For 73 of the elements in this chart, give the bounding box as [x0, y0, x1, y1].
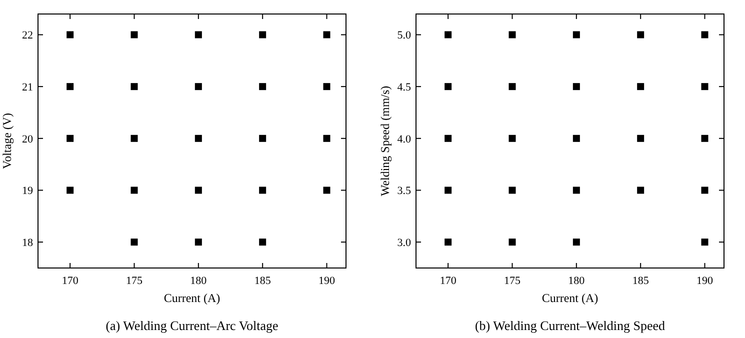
- point: [637, 134, 644, 142]
- point: [194, 238, 202, 246]
- point: [130, 186, 138, 194]
- y-tick-label: 19: [22, 185, 34, 198]
- x-tick-label: 175: [126, 275, 143, 287]
- point: [444, 238, 452, 246]
- x-tick-label: 180: [568, 275, 586, 287]
- point: [701, 186, 708, 194]
- point: [130, 83, 138, 90]
- point: [508, 238, 516, 246]
- point: [66, 31, 74, 38]
- y-tick-label: 4.5: [397, 82, 412, 94]
- point: [130, 238, 138, 246]
- point: [66, 186, 74, 194]
- x-tick-label: 185: [254, 275, 272, 287]
- point: [508, 31, 516, 38]
- point: [259, 238, 266, 246]
- x-tick-label: 170: [62, 275, 79, 287]
- x-tick-label: 185: [632, 275, 650, 287]
- point: [701, 238, 708, 246]
- point: [572, 134, 580, 142]
- point: [572, 83, 580, 90]
- y-axis-title: Welding Speed (mm/s): [378, 86, 392, 196]
- text: (a) Welding Current–Arc Voltage: [106, 318, 279, 333]
- y-tick-label: 20: [22, 133, 34, 146]
- x-axis-title: Current (A): [542, 291, 598, 305]
- point: [259, 134, 266, 142]
- x-axis-title: Current (A): [164, 291, 220, 305]
- x-tick-label: 190: [318, 275, 336, 287]
- point: [323, 186, 330, 194]
- text: (b) Welding Current–Welding Speed: [474, 318, 666, 333]
- x-tick-label: 190: [696, 275, 714, 287]
- point: [508, 186, 516, 194]
- x-tick-label: 175: [504, 275, 521, 287]
- point: [259, 83, 266, 90]
- point: [508, 134, 516, 142]
- point: [259, 186, 266, 194]
- x-tick-label: 170: [440, 275, 457, 287]
- x-tick-label: 180: [190, 275, 208, 287]
- point: [323, 31, 330, 38]
- y-tick-label: 4.0: [397, 133, 412, 146]
- point: [572, 31, 580, 38]
- point: [444, 186, 452, 194]
- point: [637, 186, 644, 194]
- point: [194, 186, 202, 194]
- y-tick-label: 3.5: [397, 185, 412, 198]
- point: [194, 83, 202, 90]
- point: [130, 134, 138, 142]
- point: [130, 31, 138, 38]
- point: [572, 186, 580, 194]
- point: [637, 31, 644, 38]
- y-tick-label: 18: [22, 237, 34, 250]
- point: [572, 238, 580, 246]
- point: [66, 83, 74, 90]
- point: [444, 134, 452, 142]
- y-tick-label: 3.0: [397, 237, 412, 250]
- y-axis-title: Voltage (V): [0, 112, 14, 170]
- point: [637, 83, 644, 90]
- point: [194, 134, 202, 142]
- point: [444, 31, 452, 38]
- y-tick-label: 22: [22, 30, 33, 42]
- y-tick-label: 21: [22, 82, 33, 94]
- point: [444, 83, 452, 90]
- point: [259, 31, 266, 38]
- point: [194, 31, 202, 38]
- point: [701, 83, 708, 90]
- point: [508, 83, 516, 90]
- point: [66, 134, 74, 142]
- point: [701, 31, 708, 38]
- y-tick-label: 5.0: [397, 30, 412, 42]
- point: [323, 83, 330, 90]
- point: [701, 134, 708, 142]
- point: [323, 134, 330, 142]
